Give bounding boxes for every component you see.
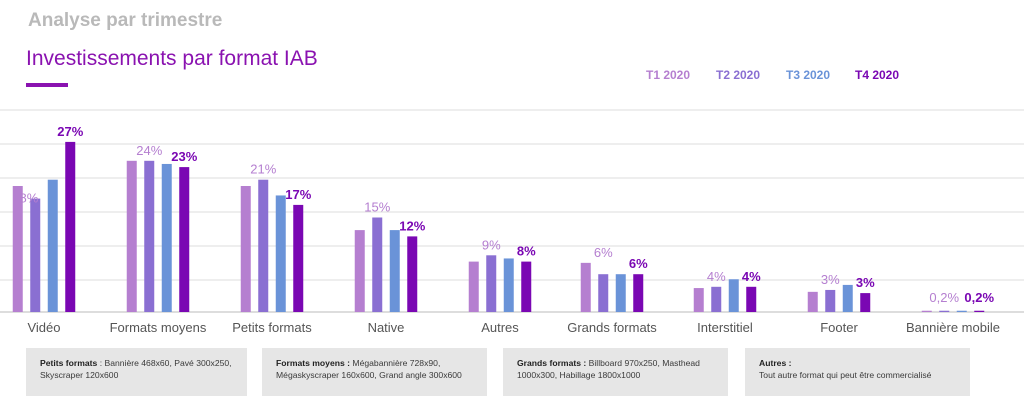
bar [275, 195, 286, 312]
note-text: Billboard 970x250, Masthead 1000x300, Ha… [517, 358, 700, 380]
bar [807, 291, 818, 312]
bar [921, 310, 932, 312]
bar [240, 186, 251, 312]
note-title: Petits formats [40, 358, 98, 368]
data-label: 17% [285, 187, 311, 202]
data-label: 21% [250, 162, 276, 177]
x-tick-label: Petits formats [232, 320, 312, 335]
title-underline [26, 83, 68, 87]
note-title: Autres : [759, 358, 792, 368]
data-label: 4% [707, 269, 726, 284]
bar [693, 288, 704, 312]
data-label: 6% [594, 245, 613, 260]
data-label: 0,2% [964, 290, 994, 305]
bar [825, 289, 836, 312]
chart-legend: T1 2020 T2 2020 T3 2020 T4 2020 [0, 68, 1024, 88]
x-tick-label: Autres [481, 320, 519, 335]
bar [354, 230, 365, 312]
bar [126, 160, 137, 312]
bar [30, 198, 41, 312]
bar [521, 261, 532, 312]
note-title: Grands formats : [517, 358, 587, 368]
bar [372, 217, 383, 312]
bar [47, 179, 58, 312]
x-tick-label: Interstitiel [697, 320, 753, 335]
data-label: 27% [57, 124, 83, 139]
data-label: 3% [821, 272, 840, 287]
bar [389, 230, 400, 312]
data-label: 12% [399, 218, 425, 233]
x-tick-label: Formats moyens [110, 320, 207, 335]
bar [12, 186, 23, 312]
note-petits-formats: Petits formats : Bannière 468x60, Pavé 3… [26, 348, 247, 396]
note-text: Tout autre format qui peut être commerci… [759, 369, 932, 380]
bar [144, 160, 155, 312]
bar-chart: Vidéo Formats moyens Petits formats Native A… [0, 109, 1024, 335]
note-grands-formats: Grands formats : Billboard 970x250, Mast… [503, 348, 728, 396]
legend-item-t1: T1 2020 [646, 68, 691, 82]
note-text: Mégabannière 728x90, Mégaskyscraper 160x… [276, 358, 462, 380]
bar [503, 258, 514, 312]
data-label: 6% [629, 256, 648, 271]
bar [65, 141, 76, 312]
x-tick-label: Grands formats [567, 320, 657, 335]
legend-item-t3: T3 2020 [786, 68, 831, 82]
data-label: 4% [742, 269, 761, 284]
x-tick-label: Footer [820, 320, 858, 335]
bar [468, 261, 479, 312]
bar [161, 163, 172, 312]
legend-item-t2: T2 2020 [716, 68, 761, 82]
note-text: : Bannière 468x60, Pavé 300x250, Skyscra… [40, 358, 232, 380]
data-label: 15% [364, 200, 390, 215]
bar [179, 167, 190, 312]
bar [728, 279, 739, 312]
bar [293, 204, 304, 312]
x-tick-label: Native [368, 320, 405, 335]
page-supertitle: Analyse par trimestre [28, 10, 223, 31]
data-label: 3% [856, 275, 875, 290]
bar [974, 310, 985, 312]
note-title: Formats moyens : [276, 358, 351, 368]
data-label: 18% [12, 191, 38, 206]
data-label: 24% [136, 143, 162, 158]
note-formats-moyens: Formats moyens : Mégabannière 728x90, Mé… [262, 348, 487, 396]
bar [711, 286, 722, 312]
bar [956, 310, 967, 312]
bar [258, 179, 269, 312]
data-label: 8% [517, 244, 536, 259]
data-label: 9% [482, 237, 501, 252]
data-label: 0,2% [929, 290, 959, 305]
note-autres: Autres : Tout autre format qui peut être … [745, 348, 970, 396]
legend-item-t4: T4 2020 [855, 68, 900, 82]
bar [842, 284, 853, 312]
bar [633, 274, 644, 312]
chart-title: Investissements par format IAB [26, 47, 318, 70]
bar [580, 262, 591, 312]
bar [746, 286, 757, 312]
bar [615, 274, 626, 312]
bar [598, 274, 609, 312]
bar [486, 255, 497, 312]
x-tick-label: Bannière mobile [906, 320, 1000, 335]
bar [939, 310, 950, 312]
bar [407, 236, 418, 312]
x-tick-label: Vidéo [27, 320, 60, 335]
data-label: 23% [171, 149, 197, 164]
bar [860, 293, 871, 312]
